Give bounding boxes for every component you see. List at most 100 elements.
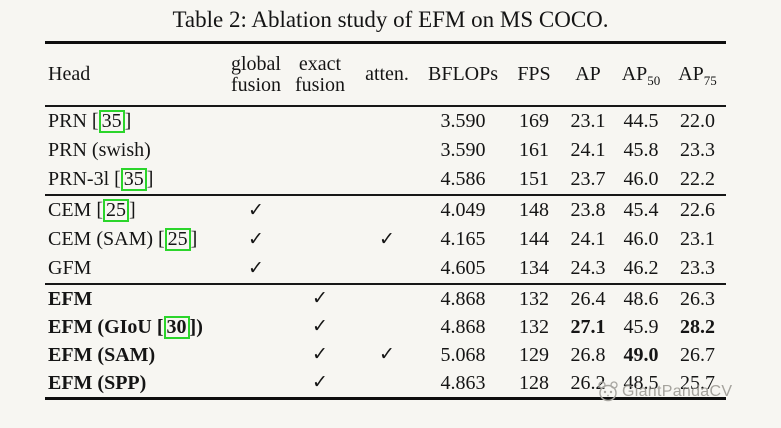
section-rule	[45, 194, 726, 196]
citation-link[interactable]: 30	[163, 315, 190, 339]
cell-ap: 24.3	[570, 257, 606, 279]
cell-ap50: 48.6	[623, 287, 659, 310]
cell-ap50: 46.0	[623, 168, 659, 190]
cell-fps: 134	[519, 257, 549, 279]
table-row: PRN [35] 3.590 169 23.1 44.5 22.0	[45, 107, 726, 136]
section-prn: PRN [35] 3.590 169 23.1 44.5 22.0 PRN (s…	[45, 107, 726, 194]
cell-ap: 23.7	[570, 168, 606, 190]
cell-ap75: 25.7	[680, 371, 715, 394]
table-caption: Table 2: Ablation study of EFM on MS COC…	[172, 7, 609, 32]
row-head-label: EFM (SAM)	[48, 343, 156, 366]
cell-ap75: 22.0	[680, 110, 715, 132]
cell-ap50: 45.9	[623, 315, 659, 338]
citation-link[interactable]: 35	[120, 168, 147, 191]
cell-ap75: 23.3	[680, 257, 715, 279]
table-row: CEM [25] ✓ 4.049 148 23.8 45.4 22.6	[45, 196, 726, 225]
row-head-label: PRN [35]	[48, 110, 132, 133]
cell-fps: 148	[519, 199, 549, 221]
cell-atten-checkmark: ✓	[379, 344, 395, 366]
cell-exact-fusion-checkmark: ✓	[312, 288, 328, 310]
cell-fps: 128	[519, 371, 549, 394]
cell-bflops: 4.605	[440, 257, 486, 279]
table-row: EFM (SPP) ✓ 4.863 128 26.2 48.5 25.7	[45, 369, 726, 397]
cell-bflops: 4.586	[440, 168, 486, 190]
row-head-label: CEM [25]	[48, 199, 136, 222]
cell-ap-best: 27.1	[570, 315, 606, 338]
cell-atten-checkmark: ✓	[379, 228, 395, 250]
citation-link[interactable]: 35	[98, 110, 125, 133]
cell-exact-fusion-checkmark: ✓	[312, 344, 328, 366]
col-header-head: Head	[48, 63, 91, 85]
cell-ap: 23.1	[570, 110, 606, 132]
panda-logo-icon	[598, 381, 618, 402]
cell-exact-fusion-checkmark: ✓	[312, 372, 328, 394]
row-head-label: EFM (GIoU [30])	[48, 315, 203, 339]
header-rule	[45, 105, 726, 107]
cell-fps: 161	[519, 139, 549, 161]
cell-bflops: 4.165	[440, 228, 486, 250]
citation-link[interactable]: 25	[164, 228, 191, 251]
cell-ap50: 48.5	[623, 371, 659, 394]
cell-ap50: 46.0	[623, 228, 659, 250]
watermark: GiantPandaCV	[597, 380, 732, 403]
cell-bflops: 4.863	[440, 371, 486, 394]
table-header-row: Head global fusion exact fusion atten. B…	[45, 44, 726, 105]
cell-bflops: 3.590	[440, 139, 486, 161]
cell-bflops: 4.868	[440, 315, 486, 338]
cell-bflops: 3.590	[440, 110, 486, 132]
row-head-label: EFM	[48, 287, 93, 310]
cell-ap75: 26.3	[680, 287, 715, 310]
cell-fps: 151	[519, 168, 549, 190]
table-row: PRN (swish) 3.590 161 24.1 45.8 23.3	[45, 136, 726, 165]
cell-global-fusion-checkmark: ✓	[248, 257, 264, 279]
cell-ap75: 23.3	[680, 139, 715, 161]
cell-fps: 144	[519, 228, 549, 250]
row-head-label: PRN-3l [35]	[48, 168, 154, 191]
section-efm: EFM ✓ 4.868 132 26.4 48.6 26.3 EFM (GIoU…	[45, 285, 726, 397]
cell-bflops: 4.868	[440, 287, 486, 310]
cell-ap: 24.1	[570, 139, 606, 161]
cell-ap50: 44.5	[623, 110, 659, 132]
table-row: EFM (SAM) ✓ ✓ 5.068 129 26.8 49.0 26.7	[45, 341, 726, 369]
cell-ap50: 45.4	[623, 199, 659, 221]
bottom-rule	[45, 397, 726, 400]
cell-fps: 169	[519, 110, 549, 132]
cell-exact-fusion-checkmark: ✓	[312, 316, 328, 338]
table-row: EFM ✓ 4.868 132 26.4 48.6 26.3	[45, 285, 726, 313]
cell-ap: 26.2	[570, 371, 606, 394]
cell-ap50-best: 49.0	[623, 343, 659, 366]
col-header-ap50: AP50	[621, 63, 661, 88]
cell-ap50: 45.8	[623, 139, 659, 161]
cell-ap: 26.8	[570, 343, 606, 366]
cell-fps: 129	[519, 343, 549, 366]
col-header-global-fusion: global fusion	[231, 52, 281, 96]
cell-fps: 132	[519, 315, 549, 338]
cell-ap75-best: 28.2	[680, 315, 715, 338]
top-rule	[45, 41, 726, 44]
row-head-label: CEM (SAM) [25]	[48, 228, 198, 251]
row-head-label: PRN (swish)	[48, 139, 151, 161]
cell-ap75: 22.2	[680, 168, 715, 190]
col-header-exact-fusion: exact fusion	[295, 52, 345, 96]
watermark-text: GiantPandaCV	[622, 382, 733, 400]
table-row: GFM ✓ 4.605 134 24.3 46.2 23.3	[45, 254, 726, 283]
cell-ap50: 46.2	[623, 257, 659, 279]
cell-global-fusion-checkmark: ✓	[248, 228, 264, 250]
table-row: CEM (SAM) [25] ✓ ✓ 4.165 144 24.1 46.0 2…	[45, 225, 726, 254]
col-header-ap75: AP75	[678, 63, 717, 88]
cell-ap75: 23.1	[680, 228, 715, 250]
col-header-atten: atten.	[365, 63, 409, 85]
cell-bflops: 5.068	[440, 343, 486, 366]
col-header-fps: FPS	[517, 63, 551, 85]
cell-ap75: 22.6	[680, 199, 715, 221]
cell-bflops: 4.049	[440, 199, 486, 221]
cell-fps: 132	[519, 287, 549, 310]
ablation-table: Head global fusion exact fusion atten. B…	[45, 41, 726, 400]
cell-ap: 23.8	[570, 199, 606, 221]
cell-global-fusion-checkmark: ✓	[248, 199, 264, 221]
citation-link[interactable]: 25	[103, 199, 129, 222]
table-row: EFM (GIoU [30]) ✓ 4.868 132 27.1 45.9 28…	[45, 313, 726, 341]
cell-ap75: 26.7	[680, 343, 715, 366]
row-head-label: GFM	[48, 257, 92, 279]
